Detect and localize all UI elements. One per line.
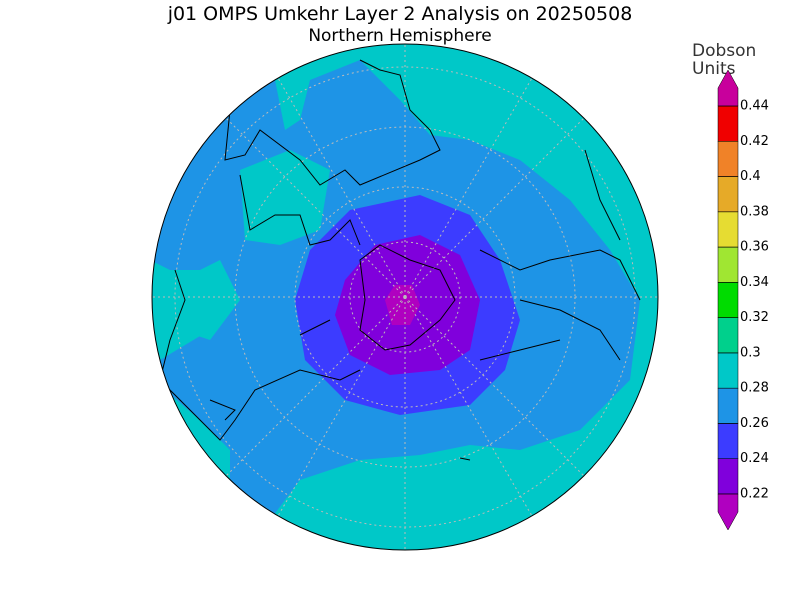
colorbar-tick-label: 0.24 [740, 451, 769, 466]
colorbar-tick-label: 0.32 [740, 310, 769, 325]
coastlines [159, 59, 641, 461]
colorbar-below [717, 493, 739, 531]
colorbar-band [717, 105, 739, 142]
colorbar-tick-label: 0.42 [740, 134, 769, 149]
colorbar-band [717, 282, 739, 318]
units-line-2: Units [692, 59, 736, 79]
graticule [152, 44, 658, 550]
colorbar-tick-label: 0.28 [740, 381, 769, 396]
colorbar-tick-label: 0.38 [740, 204, 769, 219]
units-line-1: Dobson [692, 41, 756, 61]
colorbar-band [717, 176, 739, 213]
colorbar-tick-label: 0.34 [740, 275, 769, 290]
map-border [151, 43, 659, 551]
colorbar-tick-label: 0.4 [740, 169, 761, 184]
colorbar-tick-label: 0.44 [740, 99, 769, 114]
colorbar-band [717, 317, 739, 354]
colorbar-tick-label: 0.3 [740, 345, 761, 360]
polar-map [152, 44, 658, 550]
colorbar-tick-label: 0.36 [740, 240, 769, 255]
contour-core [385, 285, 420, 325]
colorbar-tick-label: 0.22 [740, 487, 769, 502]
colorbar-band [717, 246, 739, 283]
colorbar-band [717, 423, 739, 459]
colorbar-tick-label: 0.26 [740, 416, 769, 431]
colorbar-band [717, 387, 739, 424]
colorbar-band [717, 141, 739, 177]
colorbar: 0.22 0.24 0.26 0.28 0.3 0.32 0.34 0.36 0.38 0.4 0.… [717, 69, 769, 531]
contour-teal-patch [180, 150, 330, 340]
colorbar-band [717, 211, 739, 248]
title: j01 OMPS Umkehr Layer 2 Analysis on 2025… [167, 3, 633, 25]
colorbar-band [717, 352, 739, 389]
subtitle: Northern Hemisphere [308, 26, 491, 46]
colorbar-band [717, 458, 739, 495]
